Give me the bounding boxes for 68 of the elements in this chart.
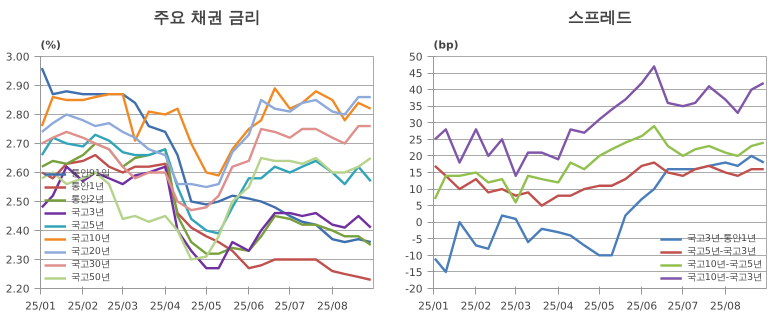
y-tick-label: 2.20	[6, 282, 30, 296]
line-series	[40, 66, 372, 244]
x-tick-label: 25/07	[274, 300, 306, 312]
y-tick-label: 15	[408, 166, 423, 180]
chart-title: 스프레드	[568, 8, 632, 26]
x-tick-label: 25/08	[710, 300, 741, 312]
y-tick-label: 2.70	[6, 138, 30, 150]
x-tick-label: 25/07	[668, 300, 698, 312]
line-series	[40, 166, 372, 270]
legend-label: 통안1년	[71, 180, 104, 193]
x-tick-label: 25/05	[584, 300, 615, 312]
y-tick-label: -5	[412, 232, 423, 246]
y-tick-label: 3.00	[6, 50, 30, 64]
y-tick-label: 2.60	[6, 166, 30, 180]
x-tick-label: 25/03	[500, 300, 532, 312]
line-series	[40, 156, 372, 261]
legend-label: 통안91일	[71, 167, 110, 180]
legend-label: 통안2년	[71, 193, 104, 206]
y-tick-label: 45	[408, 67, 423, 80]
y-tick-label: 40	[408, 84, 423, 97]
line-series	[434, 124, 765, 204]
line-series	[434, 65, 765, 178]
line-series	[40, 154, 372, 281]
line-series	[434, 161, 765, 207]
line-series	[40, 96, 372, 188]
y-tick-label: -15	[405, 266, 422, 279]
legend-label: 국고50년	[71, 271, 110, 284]
y-axis-title: (%)	[40, 38, 61, 52]
x-tick-label: 25/02	[68, 300, 98, 312]
y-tick-label: 50	[408, 50, 423, 64]
legend-label: 국고10년-국고3년	[686, 271, 762, 284]
y-tick-label: -20	[405, 282, 423, 296]
legend-label: 국고30년	[71, 258, 110, 271]
legend-label: 국고20년	[71, 245, 110, 258]
legend-label: 국고3년	[71, 206, 104, 219]
y-tick-label: 25	[408, 133, 423, 146]
x-tick-label: 25/03	[107, 300, 138, 312]
chart-title: 주요 채권 금리	[153, 8, 261, 26]
x-tick-label: 25/01	[25, 300, 56, 312]
line-series	[40, 134, 372, 235]
legend-label: 국고5년	[71, 219, 104, 232]
x-tick-label: 25/04	[542, 300, 574, 312]
x-tick-label: 25/05	[190, 300, 222, 312]
y-axis-title: (bp)	[434, 38, 458, 52]
x-tick-label: 25/01	[418, 300, 449, 312]
y-tick-label: -10	[405, 249, 423, 262]
x-tick-label: 25/02	[460, 300, 492, 312]
legend-label: 국고10년-국고5년	[686, 258, 762, 271]
y-tick-label: 5	[416, 200, 422, 213]
legend-label: 국고10년	[71, 232, 110, 245]
x-tick-label: 25/08	[317, 300, 348, 312]
y-tick-label: 30	[408, 116, 423, 130]
y-tick-label: 10	[408, 183, 423, 196]
y-tick-label: 2.30	[6, 254, 30, 266]
y-tick-label: 2.40	[6, 224, 30, 238]
line-series	[40, 87, 372, 177]
y-tick-label: 2.50	[6, 196, 30, 208]
legend-label: 국고5년-국고3년	[686, 245, 756, 258]
line-series	[434, 154, 765, 274]
y-tick-label: 35	[408, 100, 423, 114]
y-tick-label: 2.90	[6, 80, 30, 92]
y-tick-label: 0	[416, 216, 423, 230]
y-tick-label: 20	[408, 150, 423, 163]
legend-label: 국고3년-통안1년	[686, 232, 756, 245]
x-tick-label: 25/06	[626, 300, 658, 312]
x-tick-label: 25/06	[233, 300, 264, 312]
y-tick-label: 2.80	[6, 108, 30, 122]
x-tick-label: 25/04	[150, 300, 181, 312]
